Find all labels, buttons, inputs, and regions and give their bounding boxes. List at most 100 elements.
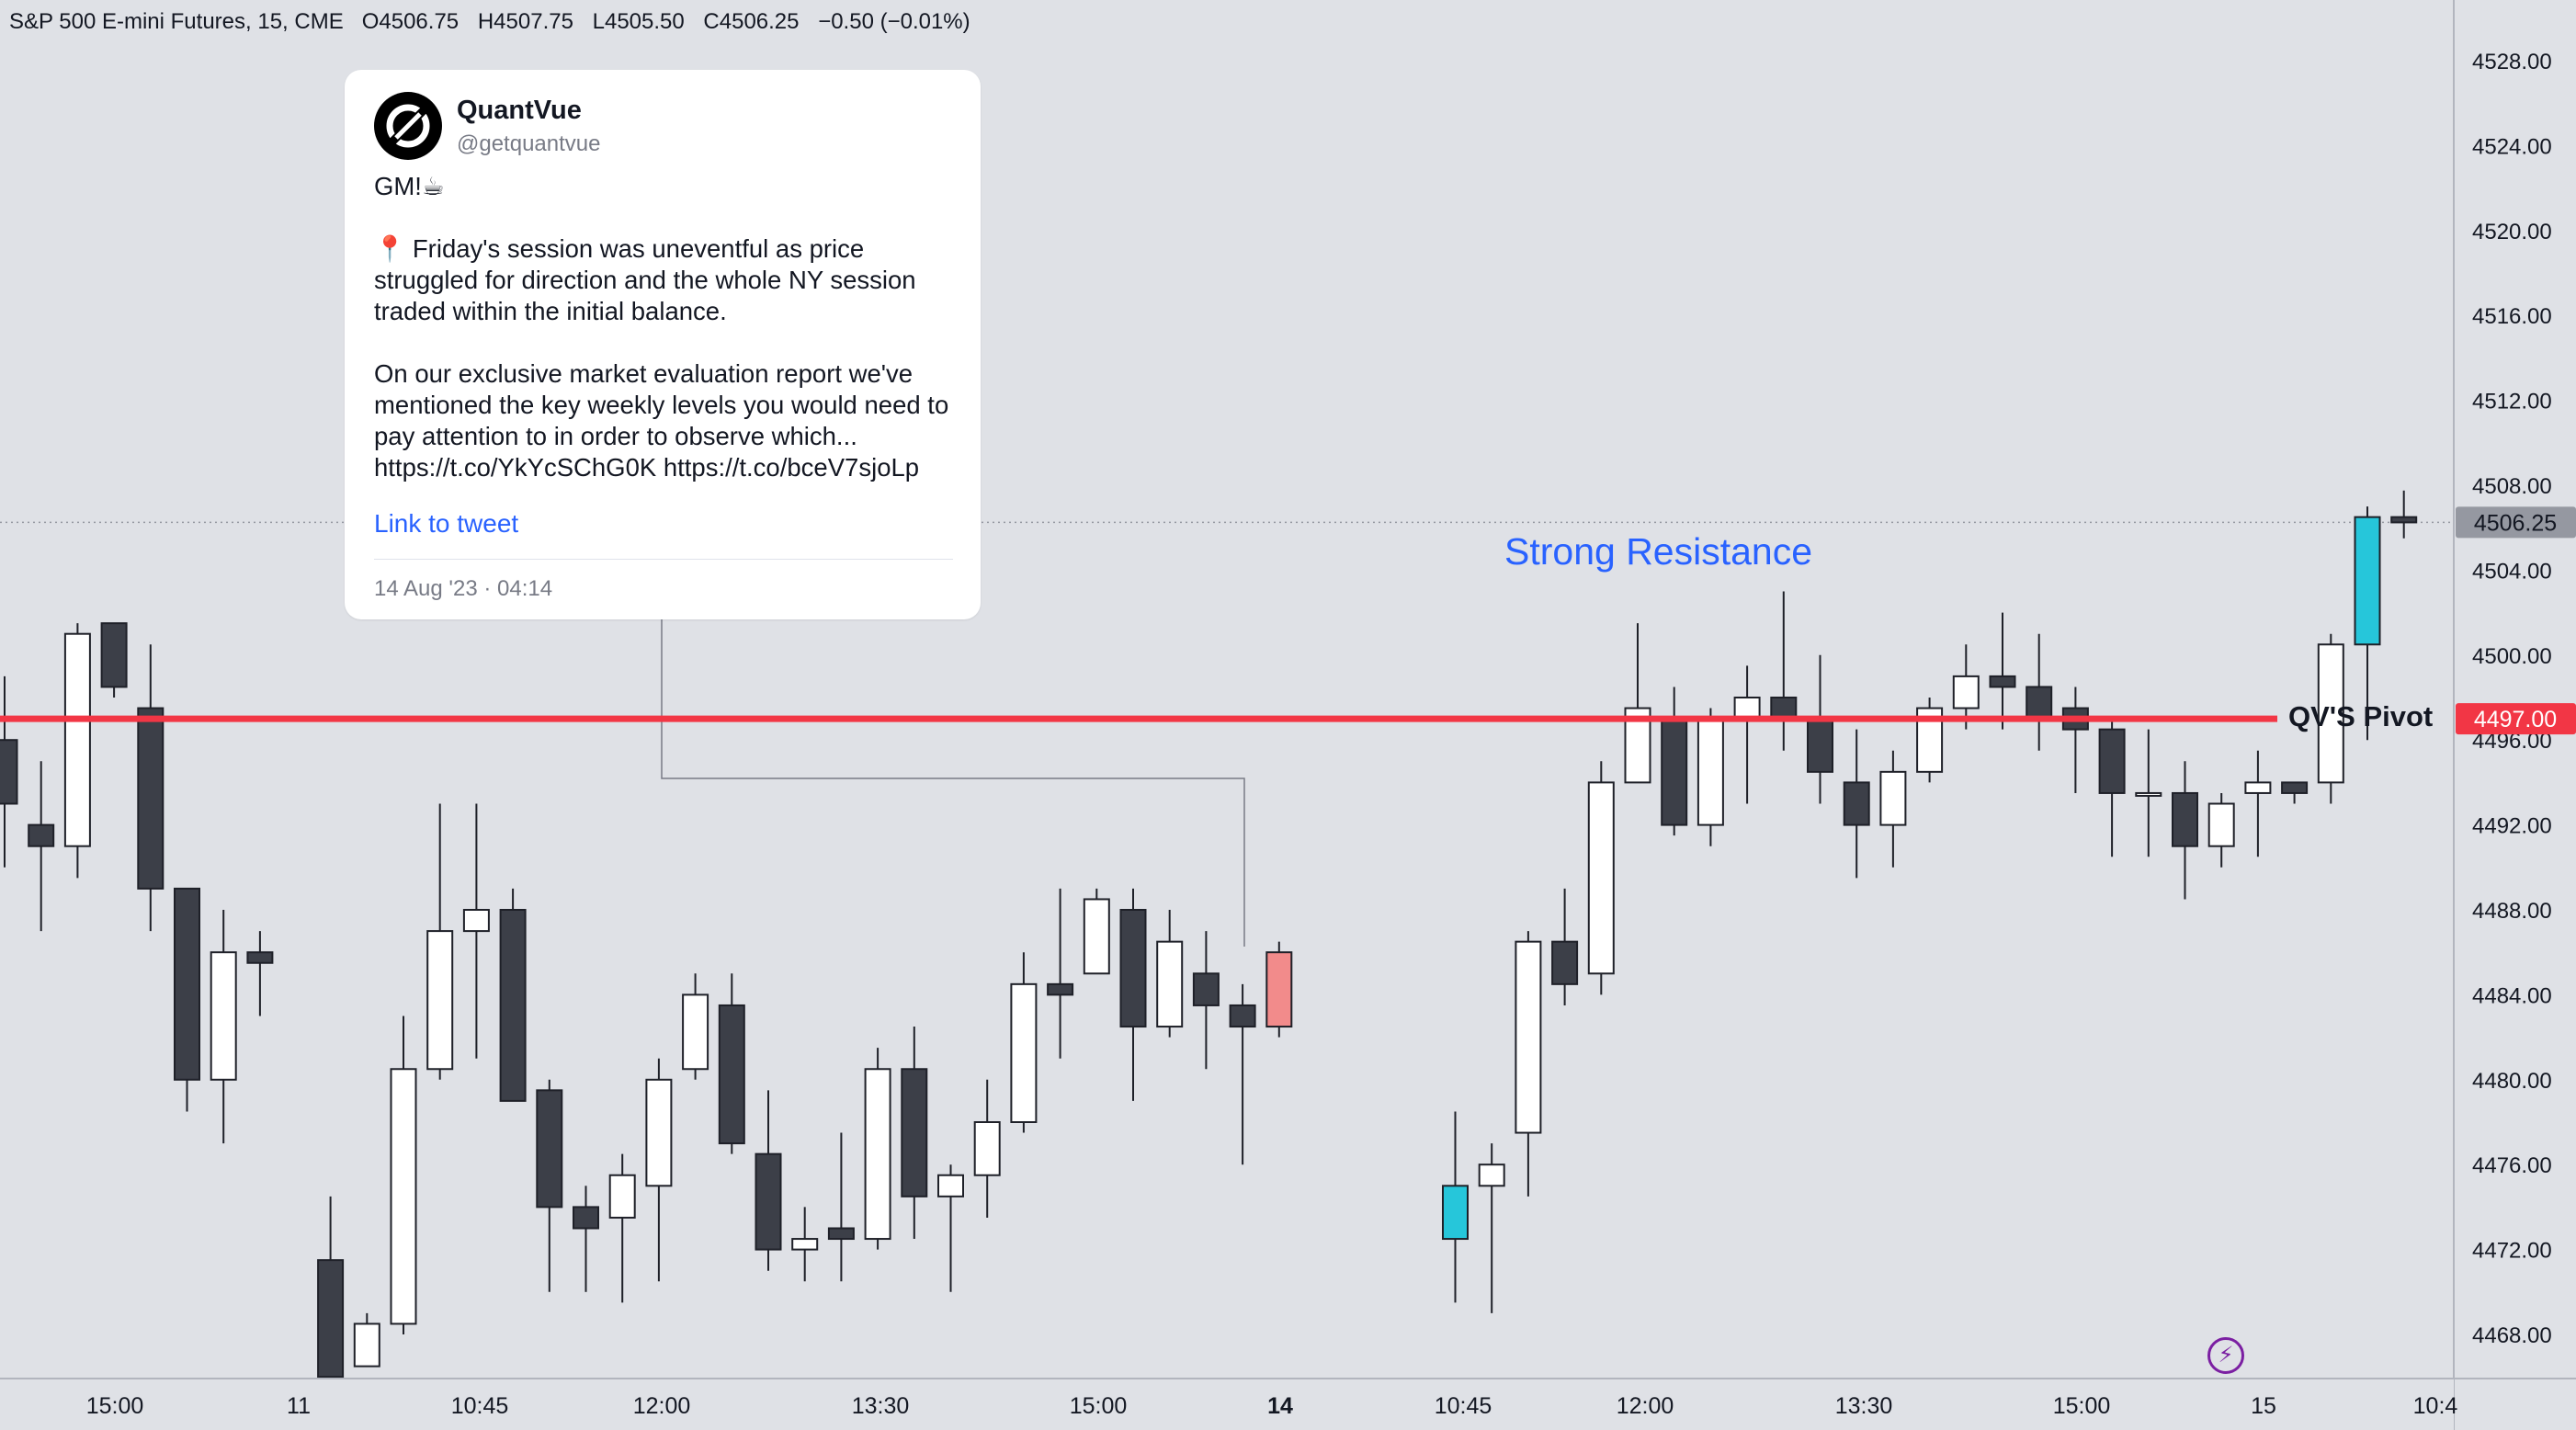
candle	[63, 623, 91, 879]
time-tick-label: 10:45	[451, 1393, 509, 1419]
time-axis-bg	[0, 1379, 2454, 1430]
candle-body	[2135, 791, 2162, 797]
tweet-author-handle: @getquantvue	[457, 131, 601, 156]
time-axis[interactable]: 15:00 11 10:45 12:00 13:30 15:00 14 10:45 12:00 1…	[0, 1378, 2576, 1430]
candle-body	[536, 1089, 563, 1209]
candle-body	[2098, 728, 2126, 794]
time-tick-label: 10:4	[2413, 1393, 2458, 1419]
candle-body	[755, 1152, 782, 1251]
pivot-price-label: 4497.00	[2474, 707, 2557, 732]
price-tick-label: 4508.00	[2472, 474, 2552, 499]
candle-body	[1192, 972, 1220, 1006]
candle	[937, 1164, 964, 1292]
low-value: 4505.50	[604, 9, 685, 34]
candle	[426, 803, 454, 1080]
candle-body	[1515, 940, 1542, 1134]
candle-body	[937, 1174, 964, 1197]
candle	[2026, 633, 2053, 751]
candle	[1192, 931, 1220, 1070]
candle	[390, 1016, 417, 1334]
candle-body	[2354, 516, 2381, 646]
tweet-date: 14 Aug '23 · 04:14	[374, 576, 553, 601]
time-tick-label: 15:00	[2053, 1393, 2111, 1419]
candle	[1989, 612, 2016, 730]
candle-body	[718, 1004, 745, 1145]
candle-body	[317, 1259, 345, 1379]
candle	[1551, 888, 1579, 1005]
candle-body	[827, 1227, 855, 1241]
time-tick-label: 10:45	[1435, 1393, 1492, 1419]
candle	[2354, 506, 2381, 741]
tweet-text: GM!☕ 📍 Friday's session was uneventful a…	[374, 172, 949, 482]
price-axis[interactable]: 4528.00 4524.00 4520.00 4516.00 4512.00 4508.…	[2453, 0, 2576, 1430]
candle	[2098, 719, 2126, 857]
pivot-label: QV'S Pivot	[2288, 700, 2434, 732]
candle	[1807, 654, 1833, 804]
candle-body	[174, 887, 200, 1081]
candle	[1478, 1143, 1505, 1313]
candle	[2061, 687, 2089, 793]
candle-body	[2207, 802, 2235, 847]
candle-body	[1478, 1163, 1505, 1187]
candle-body	[1697, 718, 1724, 826]
time-tick-label: 12:00	[633, 1393, 691, 1419]
price-tick-label: 4476.00	[2472, 1153, 2552, 1178]
candle	[1265, 941, 1293, 1038]
open-label: O	[361, 9, 380, 34]
high-label: H	[477, 9, 494, 34]
candle-body	[1265, 951, 1293, 1028]
candle	[573, 1186, 599, 1292]
candle	[1770, 591, 1798, 751]
time-tick-label: 15:00	[1070, 1393, 1128, 1419]
candle-body	[2172, 791, 2198, 847]
candle-body	[1807, 718, 1833, 773]
candle	[901, 1027, 928, 1240]
quantvue-logo-icon	[374, 92, 442, 160]
candle-body	[210, 951, 237, 1081]
candle	[1119, 888, 1147, 1101]
time-tick-label: 12:00	[1617, 1393, 1674, 1419]
candle-body	[1083, 898, 1110, 975]
time-tick-label: 15	[2251, 1393, 2276, 1419]
candle-body	[1952, 675, 1980, 709]
candle	[100, 622, 128, 698]
candle	[0, 675, 18, 868]
high-value: 4507.75	[494, 9, 573, 34]
close-label: C	[703, 9, 720, 34]
candle	[718, 973, 745, 1154]
candle-body	[1010, 982, 1038, 1123]
tweet-author-name: QuantVue	[457, 95, 582, 125]
candle	[499, 888, 527, 1102]
candles	[0, 490, 2418, 1388]
lightning-icon[interactable]: ⚡	[2207, 1337, 2244, 1374]
candle	[2317, 633, 2344, 804]
candle	[246, 931, 274, 1016]
candle-body	[353, 1322, 380, 1368]
candle	[1587, 761, 1615, 995]
candle	[973, 1079, 1001, 1218]
time-tick-label: 14	[1267, 1393, 1293, 1419]
candle	[353, 1312, 380, 1368]
candle-body	[1442, 1185, 1469, 1241]
candle	[1843, 729, 1870, 879]
candle	[210, 910, 237, 1144]
price-tick-label: 4480.00	[2472, 1069, 2552, 1094]
price-tick-label: 4528.00	[2472, 50, 2552, 74]
time-tick-label: 15:00	[86, 1393, 144, 1419]
time-tick-label: 13:30	[1835, 1393, 1893, 1419]
link-to-tweet[interactable]: Link to tweet	[374, 509, 519, 538]
candle	[2172, 761, 2198, 900]
overlays	[0, 618, 2277, 947]
tweet-header: QuantVue @getquantvue	[374, 92, 600, 160]
candle-body	[2390, 516, 2418, 524]
candle	[462, 803, 490, 1059]
candle	[1156, 910, 1184, 1038]
candle-body	[462, 909, 490, 933]
current-price-label: 4506.25	[2474, 510, 2557, 536]
price-tick-label: 4488.00	[2472, 899, 2552, 924]
candle	[1879, 750, 1907, 868]
candle	[645, 1058, 673, 1282]
candle	[1229, 983, 1256, 1165]
candle-body	[682, 993, 709, 1071]
